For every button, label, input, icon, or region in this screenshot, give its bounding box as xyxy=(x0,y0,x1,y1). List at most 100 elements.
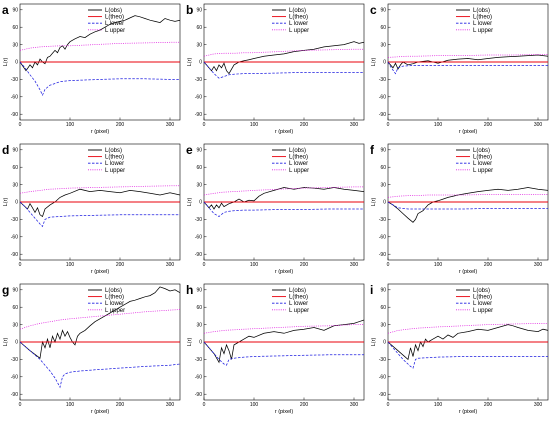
legend-entry: L upper xyxy=(289,308,309,314)
x-tick-label: 300 xyxy=(534,402,543,408)
legend-entry: L(obs) xyxy=(105,288,122,294)
plot-area xyxy=(203,319,365,366)
y-axis-title: L(r) xyxy=(187,198,193,207)
x-tick-label: 0 xyxy=(19,262,22,268)
x-tick-label: 200 xyxy=(484,122,493,128)
plot-area xyxy=(387,54,549,75)
panel-letter: i xyxy=(370,283,373,297)
y-tick-label: -30 xyxy=(11,217,18,223)
plot-area xyxy=(387,187,549,223)
x-tick-label: 100 xyxy=(434,122,443,128)
y-axis-title: L(r) xyxy=(371,58,377,67)
plot-area xyxy=(19,185,181,228)
series-line-l-lower xyxy=(387,341,548,369)
x-tick-label: 200 xyxy=(300,402,309,408)
legend-entry: L(obs) xyxy=(289,8,306,14)
y-tick-label: -30 xyxy=(379,217,386,223)
y-tick-label: -60 xyxy=(379,375,386,381)
x-axis-title: r (pixel) xyxy=(91,129,110,135)
x-axis-title: r (pixel) xyxy=(91,409,110,415)
y-tick-label: -30 xyxy=(195,357,202,363)
series-line-l-lower xyxy=(387,201,548,210)
y-tick-label: 90 xyxy=(380,288,386,294)
x-tick-label: 300 xyxy=(350,262,359,268)
series-line-l-obs xyxy=(19,286,181,359)
series-line-l-upper xyxy=(19,185,180,194)
x-tick-label: 300 xyxy=(166,262,175,268)
y-tick-label: 30 xyxy=(196,42,202,48)
x-tick-label: 100 xyxy=(66,402,75,408)
y-tick-label: -60 xyxy=(195,95,202,101)
series-line-l-obs xyxy=(19,188,181,218)
legend-entry: L(obs) xyxy=(289,288,306,294)
y-tick-label: 90 xyxy=(196,288,202,294)
y-tick-label: -30 xyxy=(379,357,386,363)
y-tick-label: -60 xyxy=(11,235,18,241)
series-line-l-lower xyxy=(19,201,180,228)
y-tick-label: 0 xyxy=(383,60,386,66)
y-tick-label: -90 xyxy=(379,112,386,118)
y-tick-label: 90 xyxy=(12,8,18,14)
legend-entry: L upper xyxy=(105,168,125,174)
y-tick-label: 60 xyxy=(196,305,202,311)
y-tick-label: 30 xyxy=(196,182,202,188)
y-tick-label: 30 xyxy=(12,322,18,328)
panel-letter: b xyxy=(186,3,193,17)
x-axis-title: r (pixel) xyxy=(459,129,478,135)
x-tick-label: 100 xyxy=(434,402,443,408)
x-tick-label: 0 xyxy=(203,122,206,128)
legend-entry: L(theo) xyxy=(473,295,492,301)
y-tick-label: -30 xyxy=(195,217,202,223)
plot-area xyxy=(19,15,181,97)
legend-entry: L lower xyxy=(289,161,308,167)
x-axis-title: r (pixel) xyxy=(459,409,478,415)
y-tick-label: 60 xyxy=(12,25,18,31)
x-axis-title: r (pixel) xyxy=(275,129,294,135)
x-tick-label: 0 xyxy=(203,402,206,408)
legend-entry: L(obs) xyxy=(473,148,490,154)
plot-area xyxy=(19,286,181,389)
legend-entry: L lower xyxy=(473,21,492,27)
x-tick-label: 200 xyxy=(116,262,125,268)
x-axis-title: r (pixel) xyxy=(91,269,110,275)
y-tick-label: 90 xyxy=(12,288,18,294)
legend-entry: L lower xyxy=(105,21,124,27)
legend-entry: L(theo) xyxy=(105,155,124,161)
plot-area xyxy=(387,323,549,369)
x-tick-label: 200 xyxy=(300,122,309,128)
y-tick-label: 0 xyxy=(15,200,18,206)
y-tick-label: -30 xyxy=(379,77,386,83)
y-tick-label: -60 xyxy=(379,95,386,101)
series-line-l-obs xyxy=(387,324,549,361)
legend-entry: L upper xyxy=(473,28,493,34)
x-tick-label: 300 xyxy=(350,122,359,128)
y-axis-title: L(r) xyxy=(371,198,377,207)
x-axis-title: r (pixel) xyxy=(459,269,478,275)
y-tick-label: 0 xyxy=(199,340,202,346)
y-tick-label: 30 xyxy=(196,322,202,328)
legend-entry: L upper xyxy=(473,168,493,174)
x-tick-label: 100 xyxy=(250,262,259,268)
x-tick-label: 300 xyxy=(350,402,359,408)
y-tick-label: 90 xyxy=(12,148,18,154)
series-line-l-lower xyxy=(203,61,364,79)
series-line-l-lower xyxy=(203,201,364,217)
x-axis-title: r (pixel) xyxy=(275,409,294,415)
y-tick-label: 60 xyxy=(12,305,18,311)
panel-letter: a xyxy=(2,3,9,17)
series-line-l-upper xyxy=(203,324,364,334)
y-axis-title: L(r) xyxy=(371,338,377,347)
x-tick-label: 200 xyxy=(484,262,493,268)
legend-entry: L upper xyxy=(105,28,125,34)
series-line-l-upper xyxy=(203,186,364,196)
y-tick-label: 60 xyxy=(12,165,18,171)
legend-entry: L(obs) xyxy=(473,288,490,294)
legend-entry: L upper xyxy=(289,28,309,34)
legend-entry: L lower xyxy=(289,21,308,27)
